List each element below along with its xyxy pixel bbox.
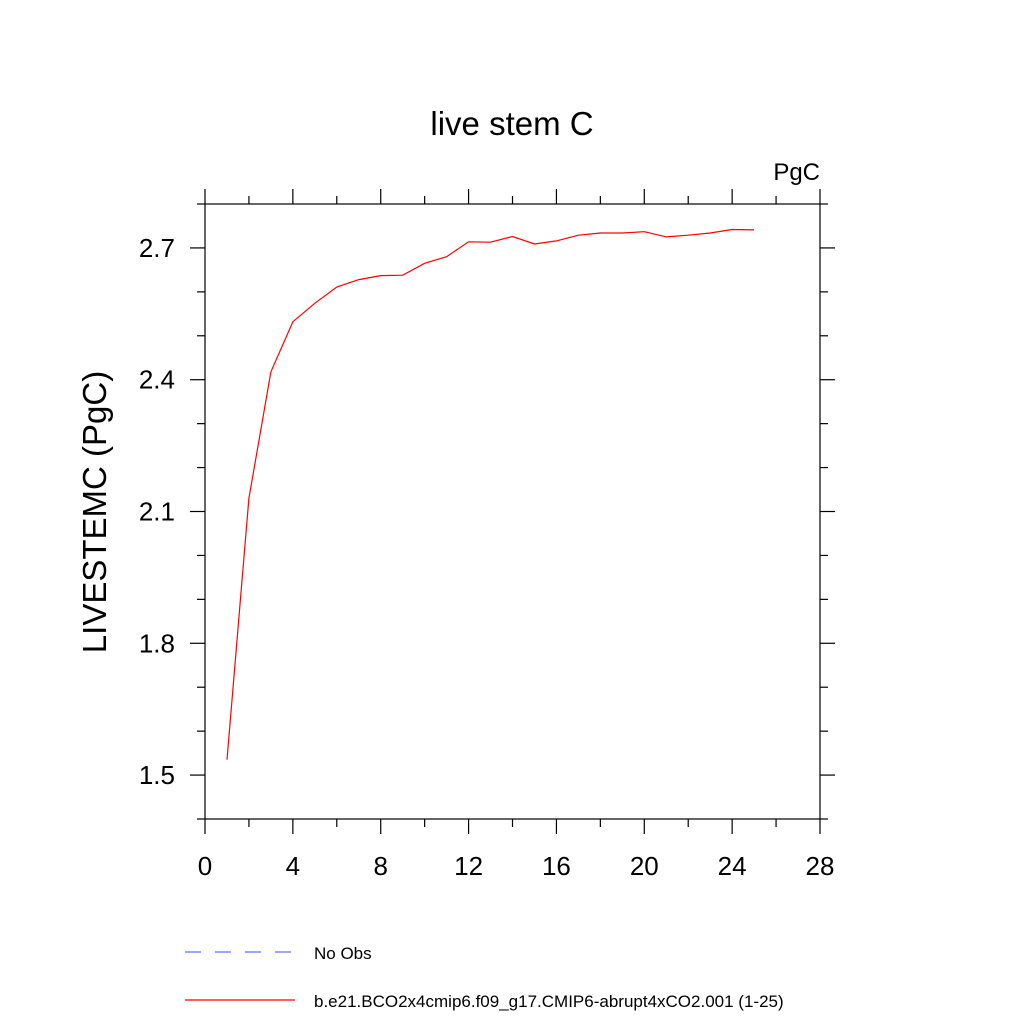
plot-area: 0 4 8 12 16 20 24 28 1.5 1.8 2.1 2.4 2.7 [139,189,835,881]
y-tick-label: 2.4 [139,365,175,395]
legend: No Obs b.e21.BCO2x4cmip6.f09_g17.CMIP6-ab… [185,944,784,1011]
x-tick-label: 0 [198,851,212,881]
x-tick-label: 20 [630,851,659,881]
x-tick-label: 16 [542,851,571,881]
x-tick-label: 12 [454,851,483,881]
x-tick-label: 4 [286,851,300,881]
y-tick-label: 1.5 [139,760,175,790]
plot-frame [204,203,821,820]
legend-label-0: No Obs [314,944,372,963]
chart-title: live stem C [430,105,593,142]
units-label: PgC [773,159,820,186]
y-tick-label: 2.7 [139,233,175,263]
legend-label-1: b.e21.BCO2x4cmip6.f09_g17.CMIP6-abrupt4x… [314,992,784,1011]
y-tick-label: 1.8 [139,628,175,658]
x-tick-label: 8 [373,851,387,881]
series-line-0 [226,228,755,760]
x-tick-label: 24 [718,851,747,881]
x-tick-label: 28 [806,851,835,881]
y-tick-label: 2.1 [139,497,175,527]
y-axis-label: LIVESTEMC (PgC) [76,371,113,653]
